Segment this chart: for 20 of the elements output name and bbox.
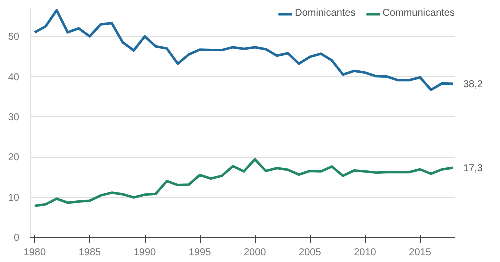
y-tick-label: 40 — [8, 72, 20, 84]
legend-label: Communicantes — [382, 8, 455, 19]
legend-label: Dominicantes — [295, 8, 356, 19]
x-tick-label: 1995 — [188, 248, 212, 258]
x-tick-label: 1990 — [134, 248, 157, 258]
y-tick-label: 50 — [8, 32, 20, 44]
line-series — [34, 9, 455, 92]
x-tick-label: 2010 — [354, 248, 377, 258]
x-tick-label: 1985 — [78, 248, 102, 258]
x-tick-label: 2000 — [244, 248, 267, 258]
y-tick-label: 20 — [8, 152, 20, 164]
data-label: 38,2 — [464, 80, 484, 91]
y-tick-label: 30 — [8, 112, 20, 124]
y-tick-label: 10 — [8, 192, 20, 204]
x-tick-label: 1980 — [24, 248, 46, 258]
x-tick-label: 2005 — [299, 248, 322, 258]
data-label: 17,3 — [464, 163, 484, 174]
y-tick-label: 0 — [14, 233, 20, 244]
x-tick-label: 2015 — [409, 248, 432, 258]
line-series — [34, 158, 455, 208]
